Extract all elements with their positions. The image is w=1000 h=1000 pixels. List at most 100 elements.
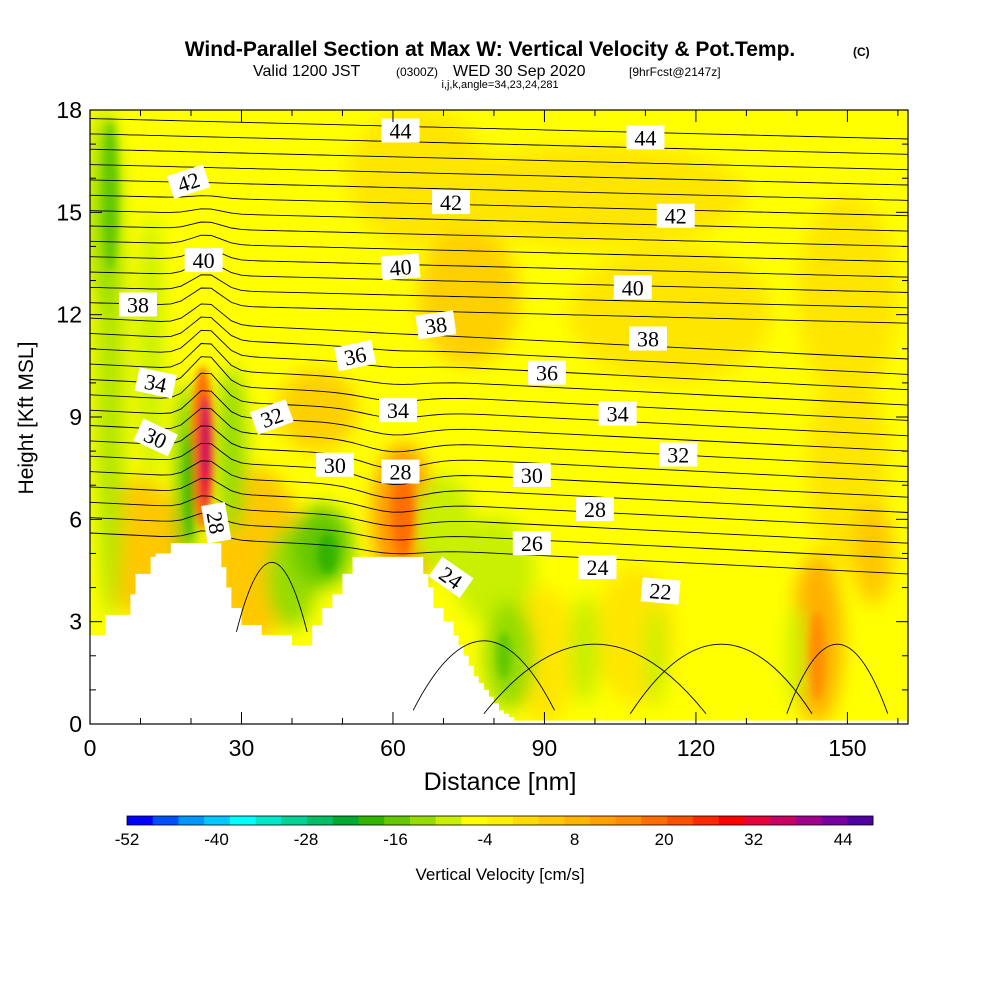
contour-label-box [415,310,457,340]
isentrope-line [90,390,908,452]
contour-label: 40 [380,253,421,281]
colorbar-swatch [795,816,822,825]
contour-label-box [315,452,354,477]
colorbar-swatch [384,816,411,825]
contour-label: 40 [613,275,652,300]
velocity-patch [216,365,247,537]
contour-label-text: 30 [324,453,346,478]
chart-title: Wind-Parallel Section at Max W: Vertical… [185,38,796,61]
contour-label-text: 38 [423,311,448,339]
isentrope-line [483,643,707,715]
contour-label-box [428,556,474,599]
contour-label-box [166,164,211,199]
colorbar-swatch [692,816,719,825]
colorbar-swatch [744,816,771,825]
contour-label-box [184,248,223,273]
colorbar-swatch [847,816,874,825]
contour-label-box [640,577,681,605]
isentrope-line [90,329,908,391]
colorbar-swatch [255,816,282,825]
velocity-patch [852,502,893,605]
isentrope-line [90,164,908,186]
colorbar-swatch [358,816,385,825]
isentrope-line [90,118,908,140]
velocity-core [184,430,195,540]
isentrope-line [90,442,908,498]
contour-label-box [133,418,178,457]
contour-label: 42 [432,190,471,215]
contour-label-box [201,501,232,544]
contour-label-box [656,203,695,228]
isentrope-line [90,208,908,232]
forecast-tag: [9hrFcst@2147z] [629,65,721,79]
velocity-patch [569,594,600,704]
isentrope-line [90,274,908,309]
y-tick-label: 6 [69,506,82,532]
isentrope-line [412,640,555,711]
colorbar-swatch [307,816,334,825]
isentrope-line [90,316,908,375]
isentrope-line [786,643,889,714]
isentrope-line [90,234,908,263]
colorbar-swatch [770,816,797,825]
y-tick-label: 0 [69,711,82,737]
contour-label-box [626,125,665,150]
contour-label: 22 [640,577,681,605]
contour-label: 44 [626,125,665,150]
contour-label: 34 [134,367,177,399]
contour-label: 38 [118,292,157,317]
terrain [90,543,908,724]
x-axis-label: Distance [nm] [424,768,577,796]
contour-label-text: 38 [637,327,659,352]
colorbar-swatch [229,816,256,825]
isentrope-line [235,562,308,633]
colorbar-tick-label: 44 [834,830,853,849]
x-tick-label: 0 [84,735,97,761]
contour-label-text: 28 [584,497,606,522]
colorbar-swatch [641,816,668,825]
velocity-core [202,399,210,482]
colorbar-tick-label: -40 [204,830,229,849]
contour-label-text: 42 [440,190,462,215]
contour-label-text: 22 [648,578,672,605]
contour-label-text: 24 [586,555,608,580]
contour-label-box [249,399,294,435]
velocity-core [391,468,415,557]
x-tick-label: 60 [380,735,406,761]
contour-label: 36 [527,360,566,386]
contour-label-box [578,555,617,580]
colorbar-tick-label: 8 [570,830,579,849]
contour-label: 32 [249,399,294,435]
plot-area: 44 44 42 42 42 40 40 40 38 38 38 36 36 34 34 34 32 32 30 30… [90,110,908,724]
velocity-core [317,532,338,574]
colorbar-swatch [590,816,617,825]
contour-label-text: 44 [634,125,656,150]
velocity-core [102,120,118,271]
contour-label-text: 26 [521,531,543,556]
contour-label-text: 30 [521,463,543,488]
contour-labels: 44 44 42 42 42 40 40 40 38 38 38 36 36 34 34 34 32 32 30 30… [118,118,698,605]
colorbar-label: Vertical Velocity [cm/s] [415,865,584,884]
colorbar-tick-label: -28 [294,830,319,849]
contour-label: 24 [578,555,617,580]
colorbar: -52 -40 -28 -16 -4 8 20 32 44 [115,815,874,849]
contour-label-box [512,462,551,487]
contour-label: 34 [598,401,637,427]
contour-label-box [432,190,471,215]
colorbar-tick-label: 32 [744,830,763,849]
contour-label-text: 34 [142,369,169,398]
contour-label-box [613,275,652,300]
y-tick-label: 18 [56,97,82,123]
contour-label-box [575,497,614,522]
colorbar-swatch [538,816,565,825]
colorbar-swatch [487,816,514,825]
contour-label: 30 [133,418,178,457]
isentrope-line [629,643,813,715]
isentrope-line [90,261,908,293]
contour-label: 42 [166,164,211,199]
colorbar-swatch [409,816,436,825]
velocity-patch [137,212,164,486]
contour-label: 28 [201,501,232,544]
colorbar-tick-label: -4 [478,830,493,849]
